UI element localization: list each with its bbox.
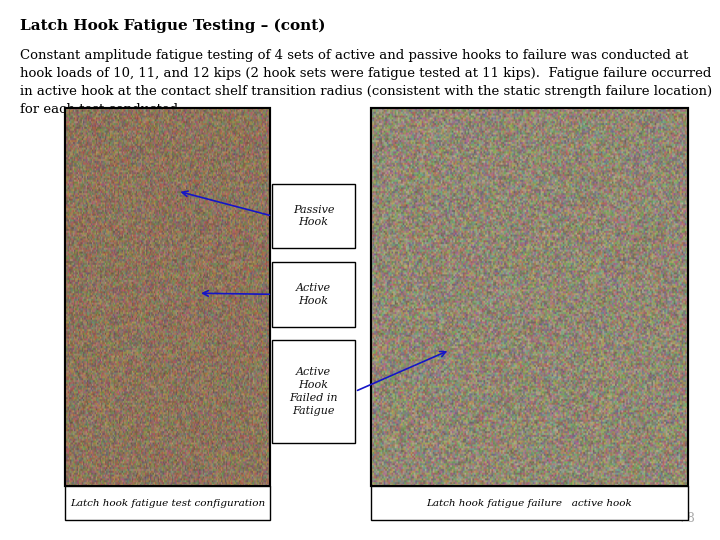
Text: Constant amplitude fatigue testing of 4 sets of active and passive hooks to fail: Constant amplitude fatigue testing of 4 … [20,49,712,116]
Bar [272,340,355,443]
Bar [371,108,688,486]
Text: Active
Hook: Active Hook [296,283,331,306]
Bar [272,262,355,327]
Text: Passive
Hook: Passive Hook [293,205,334,227]
Text: Latch hook fatigue test configuration: Latch hook fatigue test configuration [70,499,265,508]
Bar [272,184,355,248]
Text: Latch hook fatigue failure   active hook: Latch hook fatigue failure active hook [426,499,632,508]
Bar [371,108,688,486]
Bar [65,486,270,521]
Bar [65,108,270,486]
Text: Latch Hook Fatigue Testing – (cont): Latch Hook Fatigue Testing – (cont) [20,19,325,33]
Bar [371,486,688,521]
Text: 78: 78 [679,512,695,525]
Bar [65,108,270,486]
Text: Active
Hook
Failed in
Fatigue: Active Hook Failed in Fatigue [289,367,338,416]
